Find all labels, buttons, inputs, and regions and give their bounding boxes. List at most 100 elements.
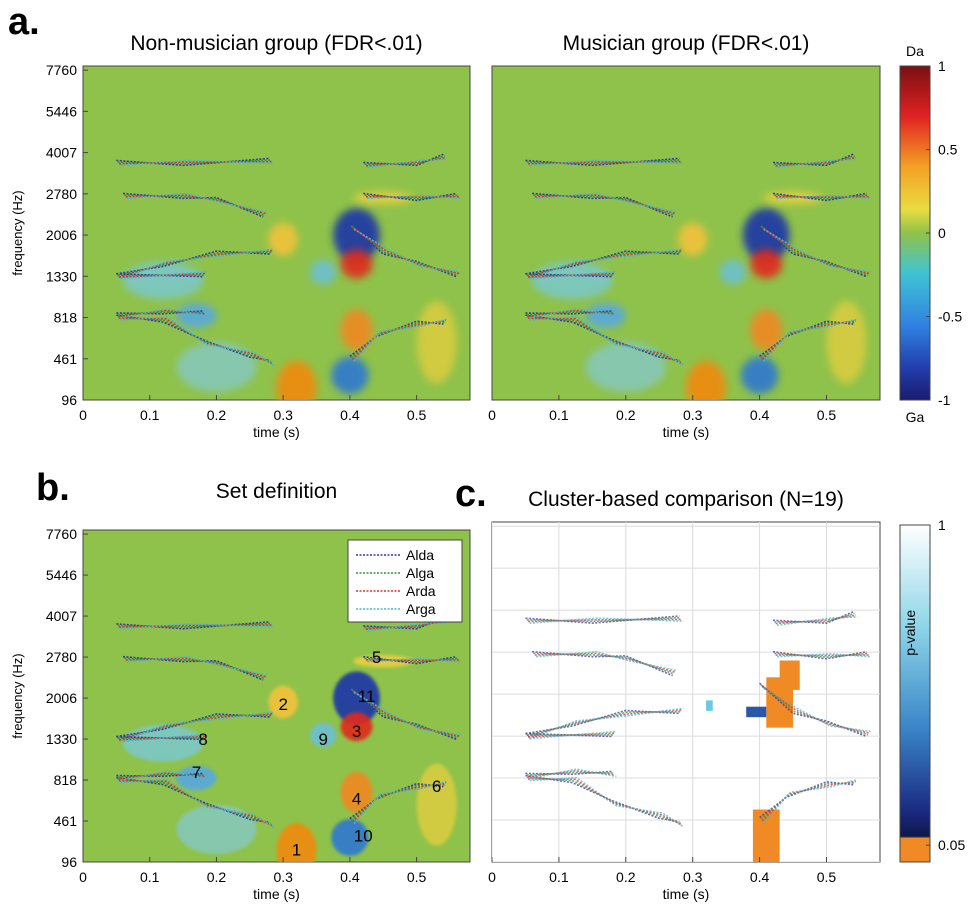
y-tick-label: 5446 (46, 103, 77, 119)
colorbar-sig (900, 837, 930, 862)
blob (331, 357, 368, 394)
chart-title: Non-musician group (FDR<.01) (130, 32, 422, 55)
colorbar-tick-label: 0 (938, 225, 946, 241)
chart-title: Cluster-based comparison (N=19) (528, 488, 844, 511)
blob (678, 223, 707, 256)
plot-area (492, 522, 880, 862)
x-tick-label: 0.1 (140, 869, 160, 885)
x-tick-label: 0 (488, 407, 496, 423)
colorbar-tick-label: -1 (938, 392, 951, 408)
chart-title: Musician group (FDR<.01) (563, 32, 810, 55)
x-tick-label: 0.3 (273, 869, 293, 885)
legend (348, 540, 462, 622)
x-tick-label: 0.2 (616, 869, 636, 885)
colorbar-tick-label: 0.5 (938, 142, 958, 158)
y-tick-label: 1330 (46, 731, 77, 747)
blob (532, 262, 612, 299)
y-tick-label: 5446 (46, 567, 77, 583)
cluster (780, 661, 800, 690)
blob (310, 260, 337, 285)
x-tick-label: 0.5 (407, 407, 427, 423)
blob (268, 223, 297, 256)
legend-label: Alga (406, 565, 434, 581)
cluster-number: 1 (292, 841, 301, 860)
colorbar (900, 525, 930, 862)
x-tick-label: 0 (79, 407, 87, 423)
x-tick-label: 0.3 (683, 407, 703, 423)
y-tick-label: 2780 (46, 649, 77, 665)
x-tick-label: 0.5 (817, 869, 837, 885)
y-tick-label: 818 (54, 310, 78, 326)
blob (176, 342, 256, 391)
blob (176, 805, 256, 854)
colorbar-tick-label: 1 (938, 58, 946, 74)
blob (719, 260, 746, 285)
cluster (706, 700, 713, 710)
colorbar (900, 66, 930, 400)
x-axis-label: time (s) (253, 886, 300, 902)
y-tick-label: 96 (61, 854, 77, 870)
blob (176, 303, 216, 328)
blob (750, 249, 782, 278)
x-tick-label: 0.3 (683, 869, 703, 885)
x-tick-label: 0.2 (207, 869, 227, 885)
y-tick-label: 1330 (46, 268, 77, 284)
cluster-number: 5 (372, 648, 381, 667)
panel-label: a. (8, 1, 40, 43)
x-tick-label: 0.2 (207, 407, 227, 423)
panel-label: b. (36, 467, 70, 509)
x-axis-label: time (s) (253, 424, 300, 440)
panel-label: c. (455, 473, 487, 515)
legend-label: Arga (406, 601, 436, 617)
x-tick-label: 0.4 (750, 869, 770, 885)
colorbar-tick-label: 1 (938, 517, 946, 533)
cluster-number: 2 (278, 695, 287, 714)
blob (123, 725, 203, 762)
cluster-number: 8 (198, 730, 207, 749)
blob (417, 301, 457, 383)
cluster-number: 9 (318, 730, 327, 749)
x-tick-label: 0.5 (817, 407, 837, 423)
x-tick-label: 0.1 (140, 407, 160, 423)
y-tick-label: 7760 (46, 62, 77, 78)
blob (741, 357, 778, 394)
y-tick-label: 2780 (46, 186, 77, 202)
blob (341, 249, 373, 278)
colorbar-label: p-value (902, 610, 918, 656)
cluster-number: 11 (358, 687, 376, 706)
blob (826, 301, 866, 383)
y-axis-label: frequency (Hz) (10, 653, 25, 738)
blob (417, 764, 457, 846)
y-tick-label: 461 (54, 351, 78, 367)
y-tick-label: 96 (61, 392, 77, 408)
x-tick-label: 0 (488, 869, 496, 885)
x-tick-label: 0.4 (340, 869, 360, 885)
cluster-number: 10 (354, 826, 373, 845)
x-tick-label: 0.4 (750, 407, 770, 423)
x-tick-label: 0.3 (273, 407, 293, 423)
cluster-number: 4 (352, 789, 361, 808)
y-tick-label: 2006 (46, 227, 77, 243)
legend-label: Alda (406, 547, 434, 563)
cluster-number: 3 (352, 722, 361, 741)
x-tick-label: 0.1 (549, 869, 569, 885)
x-tick-label: 0.2 (616, 407, 636, 423)
y-tick-label: 4007 (46, 145, 77, 161)
y-tick-label: 7760 (46, 526, 77, 542)
x-tick-label: 0.5 (407, 869, 427, 885)
blob (586, 342, 666, 391)
legend-label: Arda (406, 583, 436, 599)
x-tick-label: 0.1 (549, 407, 569, 423)
chart-title: Set definition (216, 480, 337, 503)
blob (123, 262, 203, 299)
cluster (746, 707, 766, 717)
x-axis-label: time (s) (663, 886, 710, 902)
y-axis-label: frequency (Hz) (10, 190, 25, 275)
colorbar-bottom-label: Ga (906, 409, 925, 425)
y-tick-label: 4007 (46, 608, 77, 624)
cluster-number: 7 (192, 763, 201, 782)
y-tick-label: 2006 (46, 690, 77, 706)
colorbar-top-label: Da (906, 43, 924, 59)
colorbar-tick-label: 0.05 (938, 837, 965, 853)
